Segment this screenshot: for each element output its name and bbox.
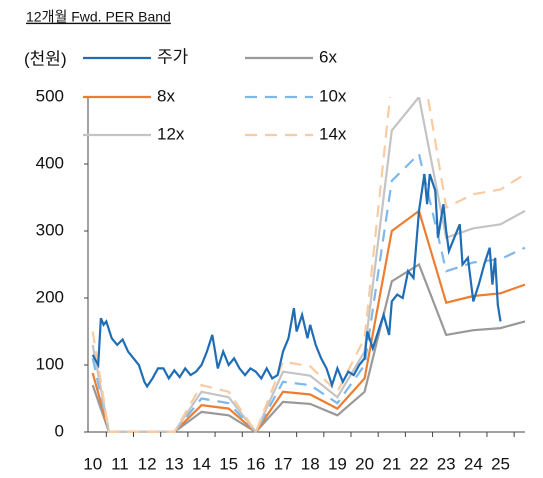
x-tick-label: 22 xyxy=(410,454,429,473)
y-tick-label: 200 xyxy=(36,287,64,306)
x-tick-label: 24 xyxy=(464,454,483,473)
x-tick-label: 11 xyxy=(111,454,129,473)
series-line xyxy=(91,262,526,433)
x-tick-label: 16 xyxy=(246,454,265,473)
x-tick-label: 25 xyxy=(491,454,510,473)
x-tick-label: 12 xyxy=(138,454,157,473)
x-tick-label: 13 xyxy=(165,454,184,473)
legend-label: 8x xyxy=(157,86,175,105)
x-tick-label: 18 xyxy=(301,454,320,473)
x-tick-label: 10 xyxy=(83,454,102,473)
x-tick-label: 17 xyxy=(274,454,293,473)
x-tick-label: 19 xyxy=(328,454,347,473)
y-tick-label: 100 xyxy=(36,354,64,373)
y-tick-label: 0 xyxy=(55,421,64,440)
series-line xyxy=(91,151,526,433)
legend-label: 14x xyxy=(319,124,347,143)
x-tick-label: 23 xyxy=(437,454,456,473)
x-tick-label: 20 xyxy=(355,454,374,473)
plot-area xyxy=(91,97,526,433)
series-line xyxy=(91,173,502,389)
y-tick-label: 300 xyxy=(36,220,64,239)
chart-title: 12개월 Fwd. PER Band xyxy=(26,9,171,25)
x-tick-label: 21 xyxy=(382,454,401,473)
legend-label: 10x xyxy=(319,86,347,105)
x-tick-label: 15 xyxy=(219,454,238,473)
x-tick-label: 14 xyxy=(192,454,211,473)
y-tick-label: 500 xyxy=(36,86,64,105)
legend-label: 12x xyxy=(157,124,185,143)
y-axis-label: (천원) xyxy=(24,49,67,68)
series-line xyxy=(91,97,526,433)
legend-label: 주가 xyxy=(157,47,189,66)
series-line xyxy=(91,97,526,433)
y-tick-label: 400 xyxy=(36,153,64,172)
legend-label: 6x xyxy=(319,47,337,66)
